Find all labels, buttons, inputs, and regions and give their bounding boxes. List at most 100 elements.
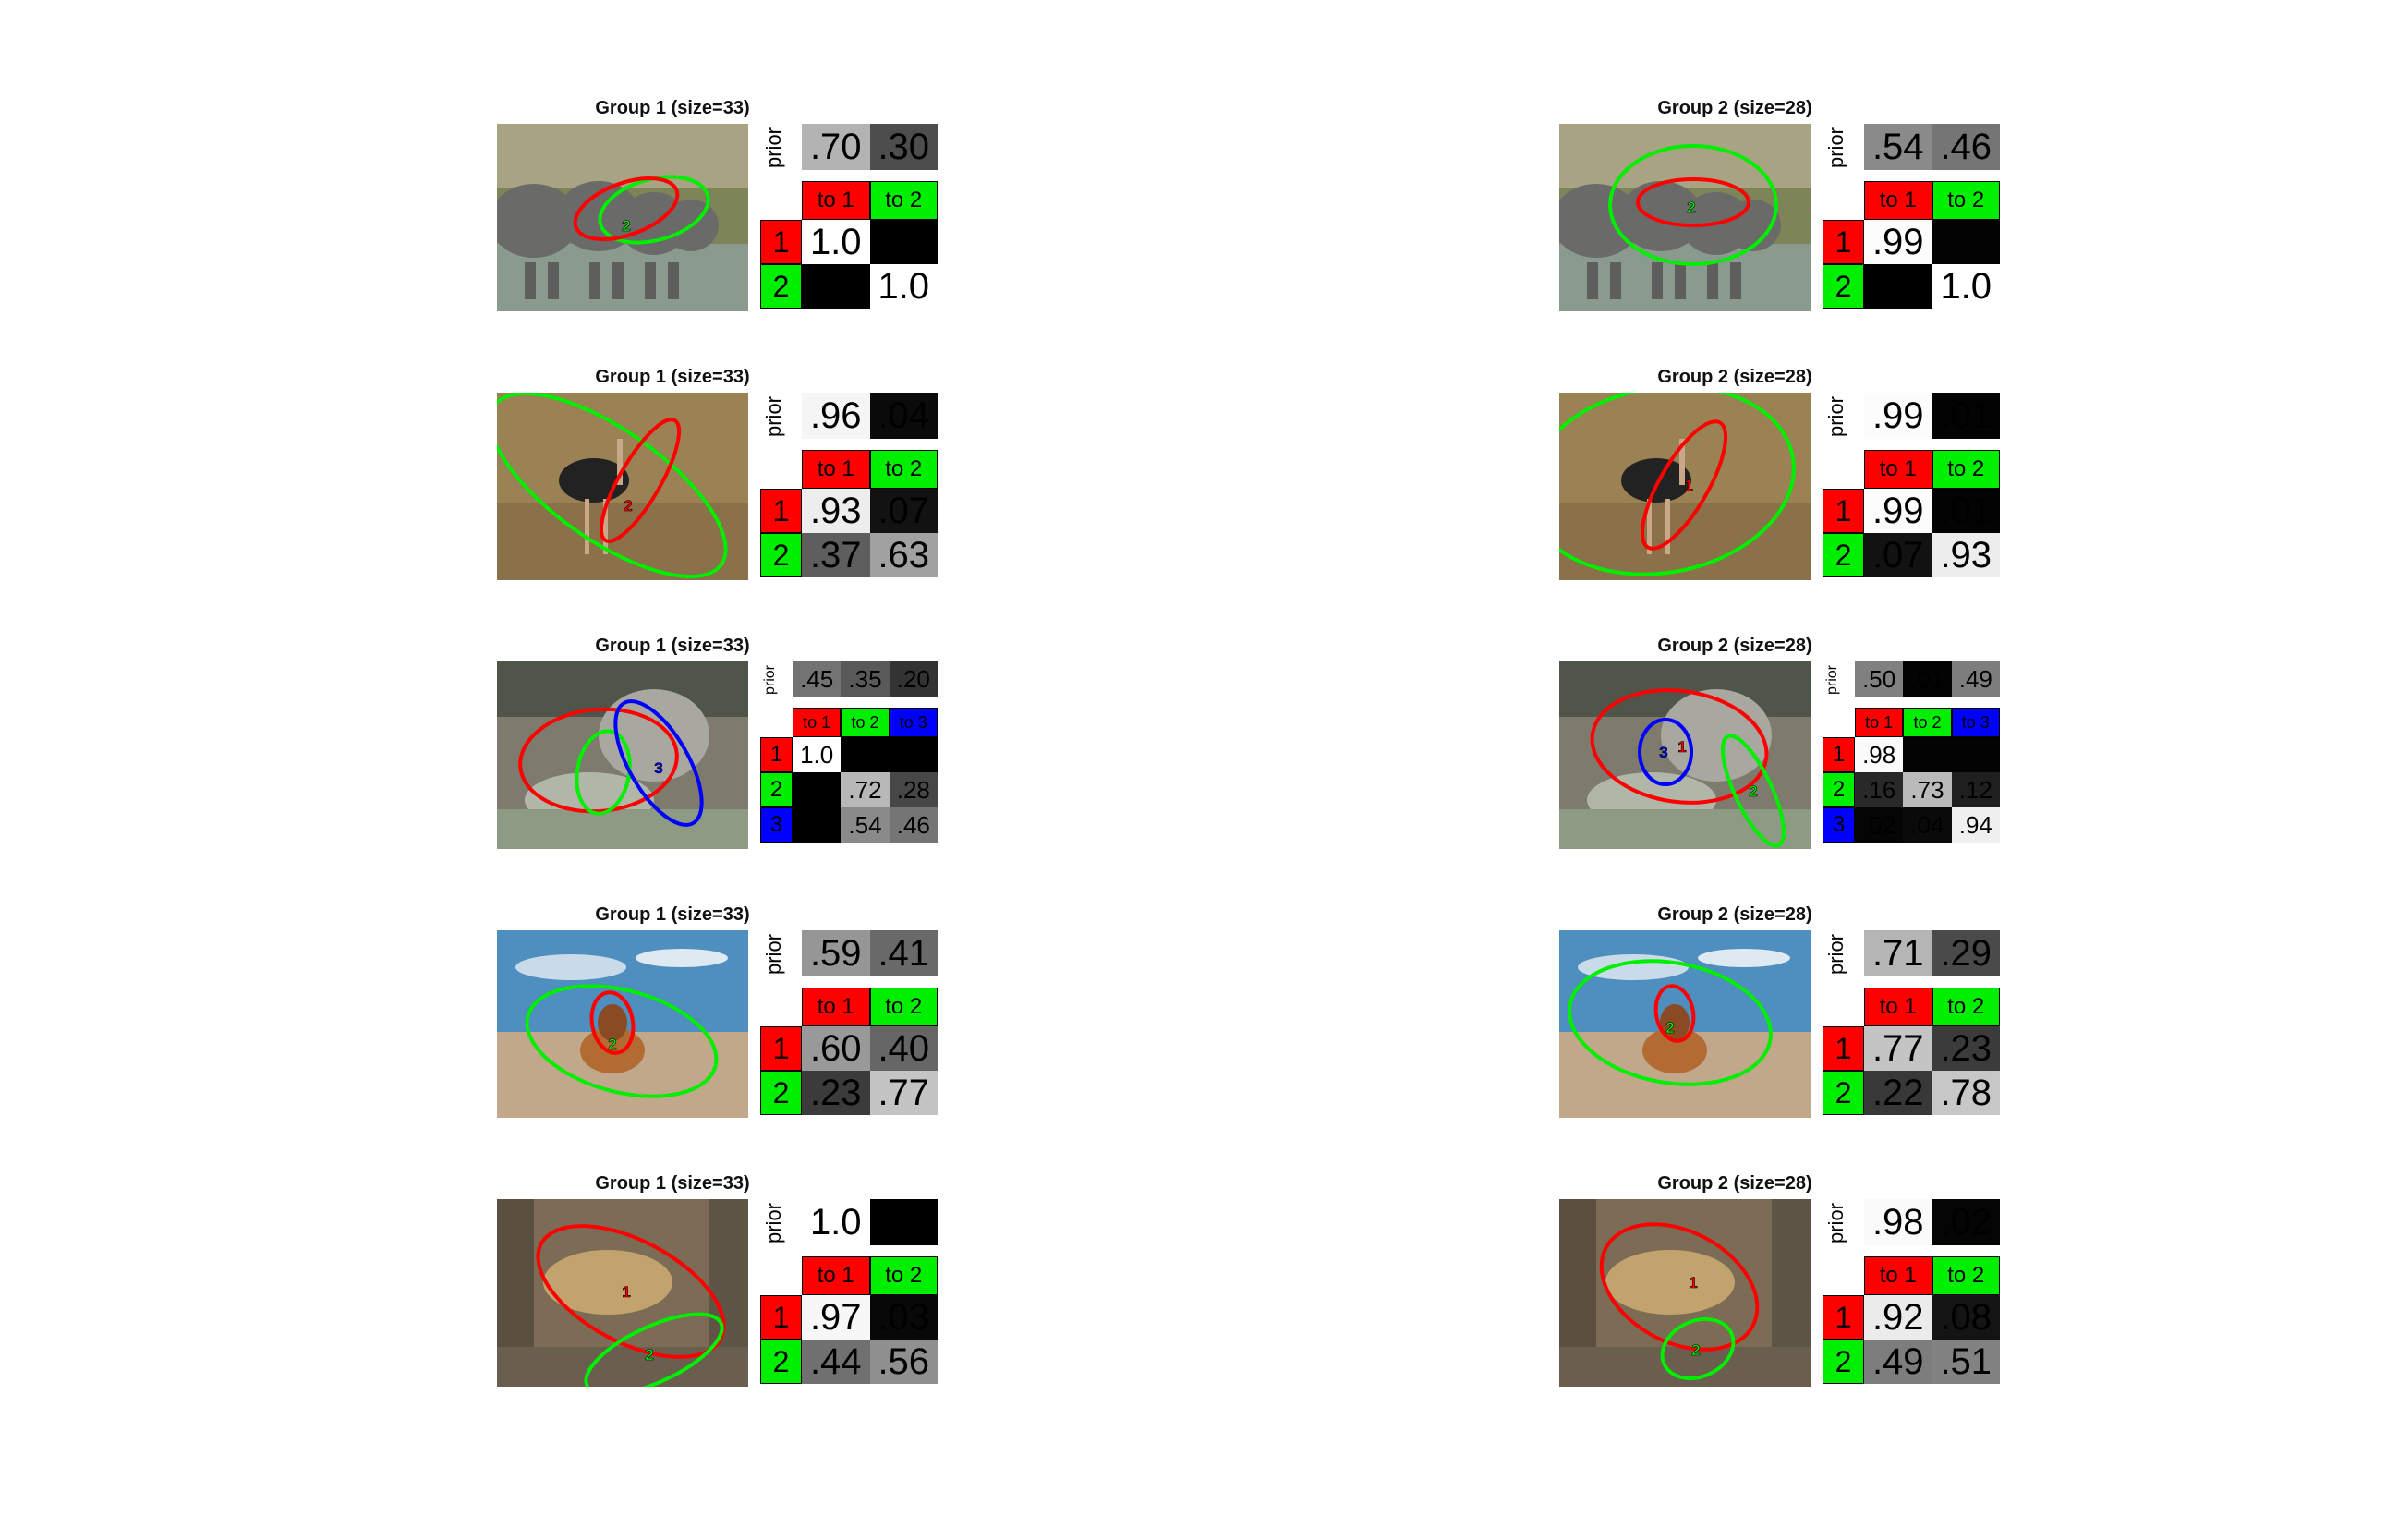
panel-title: Group 1 (size=33) xyxy=(595,904,750,925)
transition-cell-2-1: .37 xyxy=(802,533,870,577)
to-2-header: to 2 xyxy=(841,708,890,737)
state-2-ellipse xyxy=(598,175,710,245)
prior-cell-1: .99 xyxy=(1864,393,1932,439)
to-1-header: to 1 xyxy=(793,708,842,737)
panel-group2-ostrich: Group 2 (size=28) 1 prior .99.01 to 1 to 2 1.9… xyxy=(1559,367,2021,586)
state-1-ellipse xyxy=(573,176,680,241)
state-2-ellipse xyxy=(584,1312,724,1387)
transition-cell-1-1: .92 xyxy=(1864,1295,1932,1340)
prior-cell-2: .02 xyxy=(1932,1199,2000,1245)
state-2-ellipse xyxy=(575,729,632,816)
transition-cell-1-2: .40 xyxy=(869,1026,938,1071)
to-2-header: to 2 xyxy=(1932,181,2000,220)
to-3-header: to 3 xyxy=(889,708,938,737)
state-1-ellipse xyxy=(1640,419,1728,551)
transition-cell-1-2: .23 xyxy=(1932,1026,2000,1071)
from-2-label: 2 xyxy=(760,264,802,309)
panel-group1-leopard: Group 1 (size=33) 1 2 prior 1.0 to 1 to 2 1.97.… xyxy=(497,1173,959,1392)
state-1-label: 1 xyxy=(622,1283,630,1301)
transition-cell-1-2 xyxy=(1932,220,2000,264)
state-1-ellipse xyxy=(1636,177,1750,227)
transition-cell-2-2: 1.0 xyxy=(1932,264,2000,309)
state-2-label: 2 xyxy=(645,1346,653,1364)
to-1-header: to 1 xyxy=(802,181,870,220)
transition-cell-2-3: .28 xyxy=(889,772,938,807)
photo-elephants: 2 xyxy=(497,124,748,311)
panel-group2-dog: Group 2 (size=28) 2 prior .71.29 to 1 to 2 1.7… xyxy=(1559,904,2021,1123)
transition-cell-2-1: .16 xyxy=(1855,772,1904,807)
state-2-ellipse xyxy=(1608,144,1778,266)
prior-cell-1: .45 xyxy=(793,661,842,697)
panel-title: Group 2 (size=28) xyxy=(1657,367,1812,387)
state-2-label: 2 xyxy=(1665,1019,1674,1037)
prior-cell-2: .46 xyxy=(1932,124,2000,170)
transition-cell-2-2: .56 xyxy=(869,1340,938,1384)
transition-cell-1-2: .08 xyxy=(1932,1295,2000,1340)
transition-cell-2-3: .12 xyxy=(1951,772,2000,807)
from-1-label: 1 xyxy=(1823,737,1855,772)
transition-cell-3-3: .46 xyxy=(889,807,938,843)
from-1-label: 1 xyxy=(1823,220,1864,264)
to-2-header: to 2 xyxy=(869,988,938,1026)
state-2-ellipse xyxy=(1559,393,1796,576)
from-1-label: 1 xyxy=(1823,1026,1864,1071)
photo-ostrich: 1 xyxy=(1559,393,1811,580)
transition-cell-1-1: .98 xyxy=(1855,737,1904,772)
from-2-label: 2 xyxy=(760,772,793,807)
from-2-label: 2 xyxy=(1823,533,1864,577)
panel-group1-elephants: Group 1 (size=33) 2 prior .70.30 to 1 to 2 1 1.… xyxy=(497,98,959,317)
prior-label: prior xyxy=(1824,395,1847,437)
panel-group1-dog: Group 1 (size=33) 2 prior .59.41 to 1 to 2 1.6… xyxy=(497,904,959,1123)
prior-cell-2: .30 xyxy=(869,124,938,170)
state-2-ellipse xyxy=(1721,734,1786,848)
prior-cell-2: .35 xyxy=(841,661,890,697)
state-2-ellipse xyxy=(1568,959,1773,1086)
state-2-label: 2 xyxy=(1691,1341,1700,1359)
state-3-label: 3 xyxy=(1659,744,1667,761)
transition-cell-1-2 xyxy=(869,220,938,264)
state-3-ellipse xyxy=(613,699,704,827)
panel-title: Group 1 (size=33) xyxy=(595,98,750,118)
from-1-label: 1 xyxy=(760,1295,802,1340)
panel-group1-armadillo: Group 1 (size=33) 3 prior .45.35.20 to 1 to 2… xyxy=(497,636,959,855)
panel-title: Group 2 (size=28) xyxy=(1657,98,1812,118)
transition-cell-1-1: .77 xyxy=(1864,1026,1932,1071)
to-2-header: to 2 xyxy=(1932,988,2000,1026)
transition-cell-3-1: .02 xyxy=(1855,807,1904,843)
prior-cell-2: .01 xyxy=(1903,661,1952,697)
transition-cell-2-2: .73 xyxy=(1903,772,1952,807)
to-2-header: to 2 xyxy=(869,181,938,220)
photo-elephants: 2 xyxy=(1559,124,1811,311)
transition-cell-2-2: .51 xyxy=(1932,1340,2000,1384)
transition-cell-3-2: .54 xyxy=(841,807,890,843)
transition-cell-2-2: .77 xyxy=(869,1071,938,1115)
transition-cell-1-3 xyxy=(889,737,938,772)
transition-cell-2-1: .22 xyxy=(1864,1071,1932,1115)
from-1-label: 1 xyxy=(760,1026,802,1071)
state-1-label: 1 xyxy=(1689,1274,1697,1291)
prior-cell-2: .01 xyxy=(1932,393,2000,439)
to-1-header: to 1 xyxy=(802,988,870,1026)
transition-cell-1-1: .99 xyxy=(1864,489,1932,533)
prior-cell-1: .54 xyxy=(1864,124,1932,170)
transition-cell-1-3 xyxy=(1951,737,2000,772)
prior-cell-2: .41 xyxy=(869,930,938,976)
state-2-label: 2 xyxy=(1749,782,1757,800)
transition-cell-1-1: 1.0 xyxy=(793,737,842,772)
photo-armadillo: 3 xyxy=(497,661,748,849)
prior-cell-1: .50 xyxy=(1855,661,1904,697)
prior-label: prior xyxy=(1824,1202,1847,1243)
panel-title: Group 1 (size=33) xyxy=(595,1173,750,1194)
panel-group2-elephants: Group 2 (size=28) 2 prior .54.46 to 1 to 2 1.9… xyxy=(1559,98,2021,317)
state-1-label: 1 xyxy=(1677,738,1686,756)
state-1-ellipse xyxy=(1653,984,1696,1043)
from-1-label: 1 xyxy=(1823,1295,1864,1340)
panel-title: Group 2 (size=28) xyxy=(1657,904,1812,925)
transition-cell-2-2: .63 xyxy=(869,533,938,577)
to-1-header: to 1 xyxy=(1864,181,1932,220)
state-2-label: 2 xyxy=(622,217,630,235)
prior-label: prior xyxy=(1824,127,1847,168)
from-2-label: 2 xyxy=(760,1071,802,1115)
